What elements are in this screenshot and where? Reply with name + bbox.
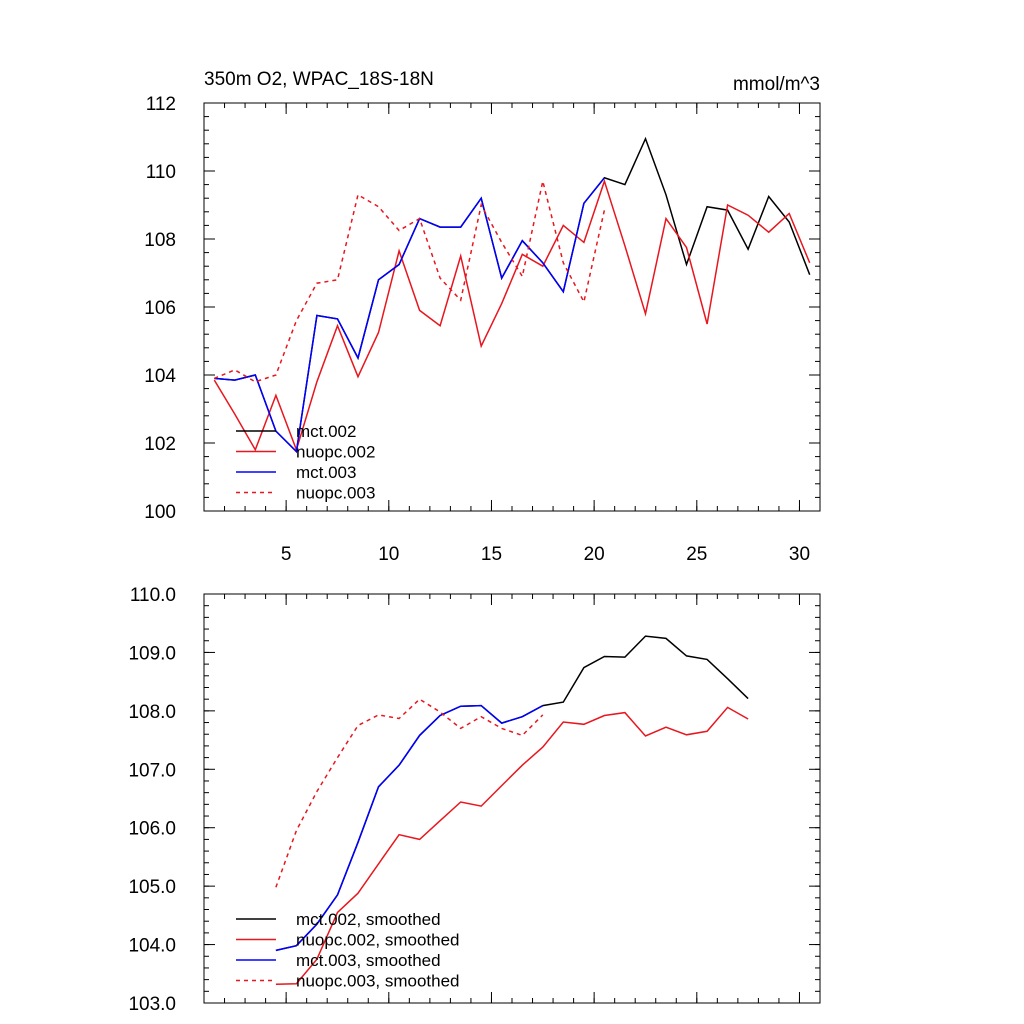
legend-label: mct.002, smoothed <box>296 910 441 929</box>
y-tick-label: 108.0 <box>128 702 176 723</box>
y-tick-label: 109.0 <box>128 643 176 664</box>
y-tick-label: 106.0 <box>128 819 176 840</box>
legend-label: nuopc.002 <box>296 443 375 462</box>
legend-label: nuopc.003 <box>296 484 375 503</box>
y-tick-label: 103.0 <box>128 994 176 1015</box>
chart-title: 350m O2, WPAC_18S-18N <box>204 69 434 90</box>
y-tick-label: 104.0 <box>128 936 176 957</box>
series-line <box>214 177 605 454</box>
y-tick-label: 110.0 <box>130 585 176 606</box>
legend-label: mct.003, smoothed <box>296 951 441 970</box>
x-tick-label: 10 <box>378 544 399 565</box>
y-tick-label: 102 <box>144 434 176 455</box>
units-label: mmol/m^3 <box>733 74 820 95</box>
y-tick-label: 108 <box>144 230 176 251</box>
legend-label: mct.002 <box>296 422 356 441</box>
x-tick-label: 25 <box>686 544 707 565</box>
y-tick-label: 106 <box>144 298 176 319</box>
series-line <box>275 706 749 986</box>
y-tick-label: 112 <box>146 94 176 115</box>
x-tick-label: 15 <box>481 544 502 565</box>
legend-label: mct.003 <box>296 463 356 482</box>
y-tick-label: 104 <box>144 366 176 387</box>
series-line <box>275 698 544 888</box>
y-tick-label: 110 <box>146 162 176 183</box>
legend-label: nuopc.002, smoothed <box>296 931 460 950</box>
x-tick-label: 20 <box>584 544 605 565</box>
y-tick-label: 107.0 <box>128 760 176 781</box>
x-tick-label: 30 <box>789 544 810 565</box>
legend-label: nuopc.003, smoothed <box>296 972 460 991</box>
y-tick-label: 100 <box>144 502 176 523</box>
panel-bottom-smoothed-o2: 103.0 104.0 105.0 106.0 107.0 108.0 109.0 110.0… <box>128 585 821 1015</box>
panel-top-raw-o2: 100 102 104 106 108 110 112 5 10 15 20 25 30 350m O2,… <box>144 69 821 565</box>
x-tick-label: 5 <box>281 544 292 565</box>
series-line <box>213 178 811 453</box>
y-tick-label: 105.0 <box>128 877 176 898</box>
series-line <box>275 704 544 952</box>
